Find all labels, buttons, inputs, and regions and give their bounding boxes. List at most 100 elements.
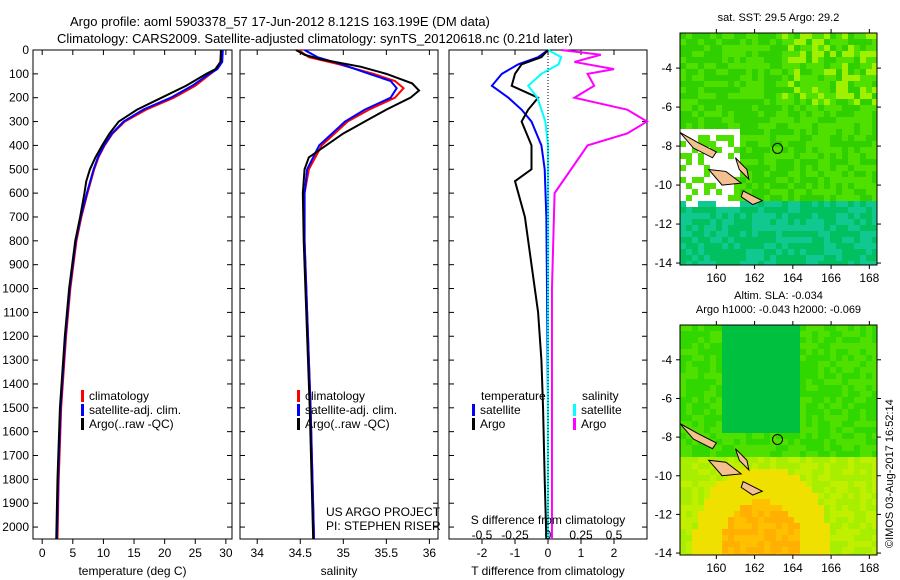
map-cell <box>830 541 836 547</box>
map-cell <box>872 99 877 105</box>
map-cell <box>704 231 710 237</box>
y-tick-label: -14 <box>655 546 673 560</box>
map-cell <box>794 51 800 57</box>
map-cell <box>818 117 824 123</box>
map-cell <box>866 427 872 433</box>
map-cell <box>692 45 698 51</box>
map-cell <box>776 511 782 517</box>
map-cell <box>692 153 698 159</box>
map-cell <box>680 63 686 69</box>
map-cell <box>758 213 764 219</box>
map-cell <box>698 45 704 51</box>
map-cell <box>686 439 692 445</box>
map-cell <box>806 189 812 195</box>
map-cell <box>716 415 722 421</box>
map-cell <box>710 189 716 195</box>
map-cell <box>836 415 842 421</box>
map-cell <box>698 81 704 87</box>
map-cell <box>842 463 848 469</box>
map-cell <box>866 487 872 493</box>
map-cell <box>746 523 752 529</box>
map-cell <box>686 105 692 111</box>
legend-swatch <box>573 404 576 416</box>
map-cell <box>770 487 776 493</box>
map-cell <box>854 397 860 403</box>
map-cell <box>866 225 872 231</box>
map-cell <box>746 129 752 135</box>
map-cell <box>854 177 860 183</box>
map-cell <box>704 487 710 493</box>
map-cell <box>770 523 776 529</box>
map-cell <box>812 403 818 409</box>
map-cell <box>770 421 776 427</box>
map-cell <box>680 547 686 553</box>
map-cell <box>788 87 794 93</box>
map-cell <box>818 439 824 445</box>
map-cell <box>842 123 848 129</box>
map-cell <box>710 541 716 547</box>
map-cell <box>800 373 806 379</box>
map-cell <box>746 415 752 421</box>
map-cell <box>800 523 806 529</box>
map-cell <box>806 457 812 463</box>
map-cell <box>872 343 877 349</box>
map-cell <box>788 457 794 463</box>
map-cell <box>758 517 764 523</box>
map-cell <box>734 165 740 171</box>
map-cell <box>728 535 734 541</box>
map-cell <box>764 45 770 51</box>
map-cell <box>824 469 830 475</box>
map-cell <box>818 189 824 195</box>
map-cell <box>782 349 788 355</box>
map-cell <box>842 409 848 415</box>
map-cell <box>854 373 860 379</box>
map-cell <box>722 33 728 39</box>
map-cell <box>830 261 836 265</box>
map-cell <box>770 45 776 51</box>
map-cell <box>806 475 812 481</box>
map-cell <box>830 391 836 397</box>
map-cell <box>860 87 866 93</box>
map-cell <box>866 51 872 57</box>
map-cell <box>788 487 794 493</box>
map-cell <box>758 147 764 153</box>
map-cell <box>782 475 788 481</box>
map-cell <box>734 541 740 547</box>
map-cell <box>734 481 740 487</box>
map-cell <box>728 165 734 171</box>
map-cell <box>680 147 686 153</box>
map-cell <box>836 355 842 361</box>
map-cell <box>866 451 872 457</box>
map-cell <box>788 535 794 541</box>
map-cell <box>758 135 764 141</box>
map-cell <box>818 219 824 225</box>
map-cell <box>704 433 710 439</box>
y-tick-label: 500 <box>9 162 29 176</box>
map-cell <box>824 99 830 105</box>
map-cell <box>854 427 860 433</box>
map-cell <box>818 415 824 421</box>
map-cell <box>746 231 752 237</box>
map-cell <box>734 505 740 511</box>
map-cell <box>806 87 812 93</box>
map-cell <box>818 87 824 93</box>
map-cell <box>686 39 692 45</box>
map-cell <box>776 481 782 487</box>
map-cell <box>746 367 752 373</box>
map-cell <box>764 69 770 75</box>
map-cell <box>812 153 818 159</box>
map-cell <box>752 529 758 535</box>
map-cell <box>866 255 872 261</box>
map-cell <box>776 219 782 225</box>
map-cell <box>686 499 692 505</box>
map-cell <box>764 355 770 361</box>
map-cell <box>698 337 704 343</box>
map-cell <box>800 415 806 421</box>
map-cell <box>770 99 776 105</box>
map-cell <box>746 499 752 505</box>
map-cell <box>782 331 788 337</box>
map-cell <box>710 529 716 535</box>
map-cell <box>764 177 770 183</box>
map-cell <box>722 529 728 535</box>
map-cell <box>752 39 758 45</box>
